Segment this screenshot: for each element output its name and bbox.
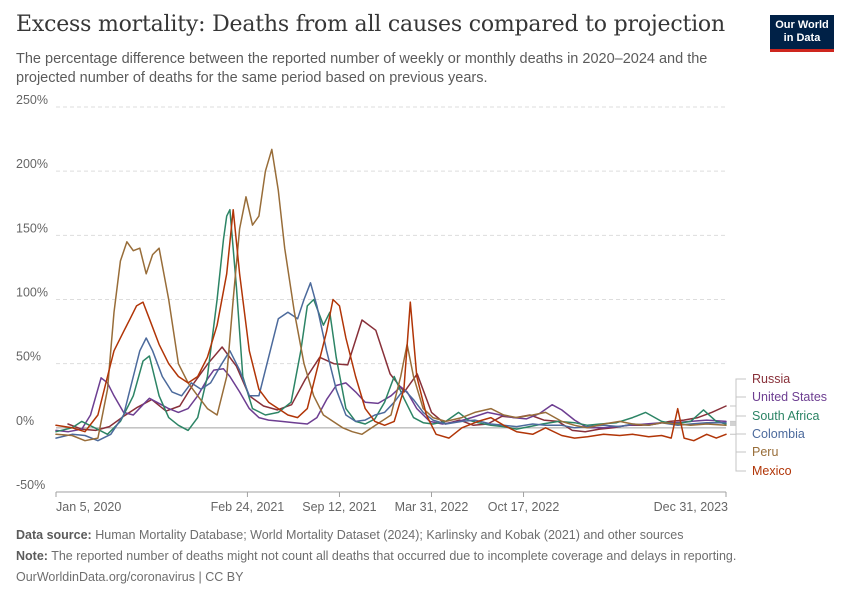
- legend-label-mexico: Mexico: [752, 464, 792, 478]
- note-label: Note:: [16, 549, 48, 563]
- owid-logo[interactable]: Our World in Data: [770, 15, 834, 52]
- series-line-mexico: [55, 208, 727, 442]
- x-tick-label: Mar 31, 2022: [395, 500, 469, 514]
- data-source: Data source: Human Mortality Database; W…: [16, 528, 683, 542]
- credit-link[interactable]: OurWorldinData.org/coronavirus | CC BY: [16, 570, 244, 584]
- y-tick-label: 50%: [16, 350, 41, 364]
- y-tick-label: 150%: [16, 221, 48, 235]
- legend-label-colombia: Colombia: [752, 427, 805, 441]
- series-line-colombia: [55, 282, 727, 442]
- note-text: The reported number of deaths might not …: [51, 549, 737, 563]
- x-tick-label: Dec 31, 2023: [654, 500, 728, 514]
- legend-connector-south-africa: [730, 415, 746, 425]
- series-line-south-africa: [55, 208, 727, 436]
- x-tick-label: Sep 12, 2021: [302, 500, 376, 514]
- series-line-peru: [55, 148, 727, 442]
- x-tick-label: Feb 24, 2021: [211, 500, 285, 514]
- y-tick-label: 0%: [16, 414, 34, 428]
- y-tick-label: 250%: [16, 93, 48, 107]
- legend-connector-peru: [730, 424, 746, 453]
- series-line-russia: [67, 319, 727, 433]
- chart-note: Note: The reported number of deaths migh…: [16, 549, 736, 563]
- legend-connector-united-states: [730, 396, 746, 422]
- y-tick-label: -50%: [16, 478, 45, 492]
- chart-title: Excess mortality: Deaths from all causes…: [16, 12, 725, 37]
- data-source-text: Human Mortality Database; World Mortalit…: [95, 528, 684, 542]
- y-tick-label: 100%: [16, 286, 48, 300]
- legend-label-united-states: United States: [752, 390, 827, 404]
- legend-connector-russia: [730, 378, 746, 407]
- logo-line-1: Our World: [775, 19, 829, 31]
- logo-line-2: in Data: [783, 32, 821, 44]
- legend-connector-mexico: [730, 433, 746, 472]
- chart-subtitle: The percentage difference between the re…: [16, 51, 708, 86]
- legend-label-peru: Peru: [752, 445, 778, 459]
- data-source-label: Data source:: [16, 528, 92, 542]
- y-tick-label: 200%: [16, 157, 48, 171]
- x-tick-label: Oct 17, 2022: [488, 500, 560, 514]
- x-tick-label: Jan 5, 2020: [56, 500, 121, 514]
- legend-label-south-africa: South Africa: [752, 409, 819, 423]
- legend-label-russia: Russia: [752, 372, 790, 386]
